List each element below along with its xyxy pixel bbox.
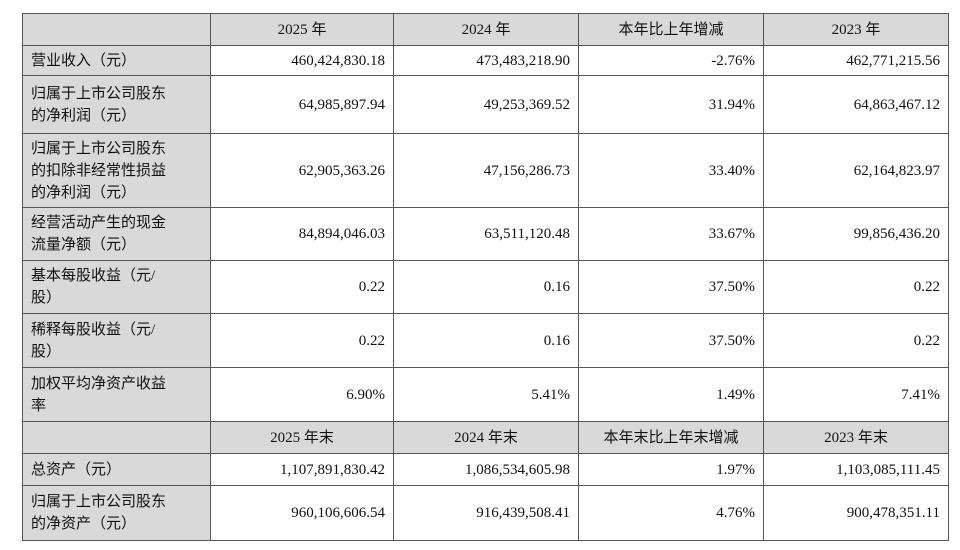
data-row: 基本每股收益（元/股） 0.22 0.16 37.50% 0.22 [22,260,949,314]
header-corner [22,13,211,46]
row-label: 归属于上市公司股东 的净资产（元） [22,485,211,541]
data-row: 经营活动产生的现金 流量净额（元） 84,894,046.03 63,511,120.… [22,207,949,261]
data-row: 营业收入（元） 460,424,830.18 473,483,218.90 -2.76… [22,45,949,76]
value-cell: 0.22 [210,313,394,368]
row-label: 总资产（元） [22,453,211,486]
row-label: 经营活动产生的现金 流量净额（元） [22,207,211,261]
value-cell: 1.49% [578,367,764,422]
table-body: 2025 年 2024 年本年比上年增减 2023 年营业收入（元） 460,424,… [22,13,949,541]
value-cell: 37.50% [578,313,764,368]
value-cell: 63,511,120.48 [393,207,579,261]
label-line: 率 [31,397,47,414]
label-line: 的净资产（元） [31,516,137,532]
label-line: 营业收入（元） [31,52,137,69]
financial-table: 2025 年 2024 年本年比上年增减 2023 年营业收入（元） 460,424,… [22,13,949,541]
value-cell: -2.76% [578,45,764,76]
label-line: 的扣除非经常性损益 [31,162,167,179]
label-line: 经营活动产生的现金 [31,215,167,231]
header-cell: 本年比上年增减 [578,13,764,46]
value-cell: 33.40% [578,133,764,208]
header-cell: 2024 年末 [393,421,579,454]
value-cell: 4.76% [578,485,764,541]
value-cell: 462,771,215.56 [763,45,949,76]
label-line: 总资产（元） [31,461,122,478]
value-cell: 62,905,363.26 [210,133,394,208]
row-label: 加权平均净资产收益率 [22,367,211,422]
data-row: 加权平均净资产收益率 6.90% 5.41% 1.49% 7.41% [22,367,949,422]
label-line: 的净利润（元） [31,107,137,124]
header-cell: 2023 年末 [763,421,949,454]
label-line: 稀释每股收益（元/ [31,321,156,338]
value-cell: 5.41% [393,367,579,422]
label-line: 归属于上市公司股东 [31,85,167,102]
data-row: 归属于上市公司股东 的净利润（元） 64,985,897.94 49,253,369.… [22,75,949,134]
header-cell: 本年末比上年末增减 [578,421,764,454]
value-cell: 0.16 [393,313,579,368]
row-label: 归属于上市公司股东 的净利润（元） [22,75,211,134]
row-label: 营业收入（元） [22,45,211,76]
value-cell: 33.67% [578,207,764,261]
value-cell: 84,894,046.03 [210,207,394,261]
header-corner [22,421,211,454]
value-cell: 64,863,467.12 [763,75,949,134]
value-cell: 6.90% [210,367,394,422]
data-row: 总资产（元） 1,107,891,830.42 1,086,534,605.98 1.… [22,453,949,486]
value-cell: 31.94% [578,75,764,134]
row-label: 稀释每股收益（元/股） [22,313,211,368]
value-cell: 473,483,218.90 [393,45,579,76]
data-row: 归属于上市公司股东 的扣除非经常性损益 的净利润（元） 62,905,363.26 47… [22,133,949,208]
value-cell: 47,156,286.73 [393,133,579,208]
header-cell: 2025 年末 [210,421,394,454]
header-row: 2025 年末 2024 年末 本年末比上年末增减 2023 年末 [22,421,949,454]
data-row: 稀释每股收益（元/股） 0.22 0.16 37.50% 0.22 [22,313,949,368]
value-cell: 0.22 [763,260,949,314]
label-line: 归属于上市公司股东 [31,494,167,510]
value-cell: 1,103,085,111.45 [763,453,949,486]
data-row: 归属于上市公司股东 的净资产（元） 960,106,606.54 916,439,50… [22,485,949,541]
label-line: 基本每股收益（元/ [31,268,156,284]
value-cell: 99,856,436.20 [763,207,949,261]
value-cell: 0.22 [763,313,949,368]
label-line: 的净利润（元） [31,184,137,201]
value-cell: 1.97% [578,453,764,486]
row-label: 归属于上市公司股东 的扣除非经常性损益 的净利润（元） [22,133,211,208]
row-label: 基本每股收益（元/股） [22,260,211,314]
header-row: 2025 年 2024 年本年比上年增减 2023 年 [22,13,949,46]
value-cell: 1,107,891,830.42 [210,453,394,486]
value-cell: 37.50% [578,260,764,314]
value-cell: 49,253,369.52 [393,75,579,134]
value-cell: 460,424,830.18 [210,45,394,76]
value-cell: 960,106,606.54 [210,485,394,541]
value-cell: 7.41% [763,367,949,422]
value-cell: 62,164,823.97 [763,133,949,208]
label-line: 加权平均净资产收益 [31,375,167,392]
header-cell: 2023 年 [763,13,949,46]
value-cell: 900,478,351.11 [763,485,949,541]
header-cell: 2024 年 [393,13,579,46]
value-cell: 0.16 [393,260,579,314]
label-line: 股） [31,290,62,306]
value-cell: 0.22 [210,260,394,314]
label-line: 流量净额（元） [31,237,137,253]
value-cell: 1,086,534,605.98 [393,453,579,486]
label-line: 归属于上市公司股东 [31,140,167,157]
header-cell: 2025 年 [210,13,394,46]
value-cell: 916,439,508.41 [393,485,579,541]
value-cell: 64,985,897.94 [210,75,394,134]
label-line: 股） [31,343,62,360]
